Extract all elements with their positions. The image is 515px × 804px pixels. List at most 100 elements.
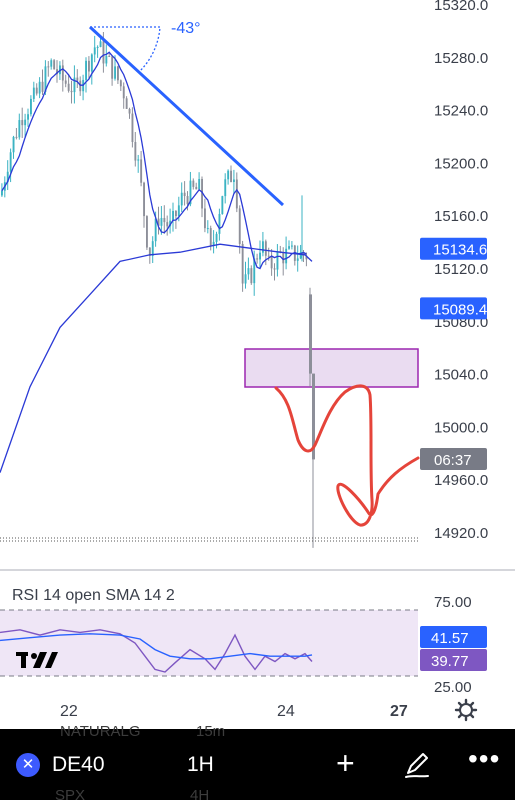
candle-body xyxy=(160,217,163,226)
candle-body xyxy=(227,170,230,180)
candle-body xyxy=(146,216,148,248)
candle-body xyxy=(79,80,82,92)
price-axis-labels[interactable]: 15320.0 15280.0 15240.0 15200.0 15160.0 15120… xyxy=(434,0,488,542)
bottom-toolbar: NATURALG 15m SPX 4H ✕ DE40 1H + ••• xyxy=(0,723,515,804)
candle-body xyxy=(154,218,157,242)
candle-body xyxy=(201,178,203,209)
candle-body xyxy=(108,55,111,57)
candle-body xyxy=(204,208,206,229)
candle-body xyxy=(88,60,90,72)
candle-body xyxy=(117,66,119,81)
candle-body xyxy=(247,268,250,275)
rsi-tags: 41.57 39.77 xyxy=(420,626,487,671)
candle-body xyxy=(70,90,73,93)
candle-body xyxy=(140,159,143,183)
price-tag-label: 06:37 xyxy=(434,452,472,469)
rsi-level-upper-label: 75.00 xyxy=(434,594,472,611)
candle-body xyxy=(259,252,261,260)
candle-body xyxy=(305,255,308,260)
candle-body xyxy=(270,256,273,269)
descending-trendline[interactable] xyxy=(88,25,285,207)
candle-body xyxy=(256,258,259,260)
trend-angle-arc xyxy=(90,26,161,73)
fast-moving-average-line xyxy=(1,51,307,270)
symbol-label: DE40 xyxy=(52,753,105,776)
red-hand-drawing[interactable] xyxy=(274,384,420,527)
candle-body xyxy=(253,258,256,284)
candle-body xyxy=(93,47,96,55)
candle-body xyxy=(128,108,131,114)
candle-body xyxy=(180,192,183,206)
more-options-icon[interactable]: ••• xyxy=(468,743,501,774)
candle-body xyxy=(47,66,50,68)
candle-body xyxy=(175,210,177,217)
candle-body xyxy=(9,152,12,172)
price-tag-box xyxy=(420,297,487,320)
ghost-interval-1: 15m xyxy=(196,723,226,740)
interval-button[interactable]: 1H xyxy=(187,753,214,776)
candle-body xyxy=(12,136,15,153)
candle-body xyxy=(212,241,215,246)
candle-body xyxy=(18,120,21,138)
candle-body xyxy=(30,98,32,115)
candle-body xyxy=(262,241,264,253)
price-tag-box xyxy=(420,237,487,260)
candle-body xyxy=(6,171,9,183)
candle-body xyxy=(177,205,180,217)
candle-body xyxy=(50,60,53,67)
y-tick-label: 14960.0 xyxy=(434,472,488,489)
rsi-indicator-title[interactable]: RSI 14 open SMA 14 2 xyxy=(12,587,175,604)
trend-angle-label: -43° xyxy=(171,20,201,37)
candle-body xyxy=(250,268,253,284)
rsi-panel[interactable]: RSI 14 open SMA 14 2 75.00 25.00 41.57 39… xyxy=(0,587,487,696)
rsi-sma-line xyxy=(0,633,313,660)
exchange-icon: ✕ xyxy=(16,753,40,777)
candle-body xyxy=(224,179,227,197)
candle-body xyxy=(44,66,47,92)
y-tick-label: 14920.0 xyxy=(434,525,488,542)
gear-icon[interactable] xyxy=(454,698,478,722)
plus-icon[interactable]: + xyxy=(336,745,355,781)
candle-body xyxy=(195,186,198,190)
candle-body xyxy=(125,98,128,109)
candle-body xyxy=(299,252,302,259)
price-panel[interactable]: -43° 15320.0 15280.0 15240.0 15200.0 15160.0… xyxy=(0,0,488,548)
candle-body xyxy=(215,233,218,242)
candle-body xyxy=(189,180,192,205)
candle-body xyxy=(183,192,186,197)
candle-body xyxy=(172,210,174,221)
candle-body xyxy=(151,241,154,256)
candle-body xyxy=(218,213,221,234)
candle-body xyxy=(96,46,99,48)
candle-body xyxy=(163,217,166,223)
price-zone[interactable] xyxy=(244,348,419,388)
candle-body xyxy=(244,274,247,284)
candle-body xyxy=(119,80,122,87)
candle-body xyxy=(61,65,64,81)
rsi-tag-box xyxy=(420,649,487,671)
candle-body xyxy=(73,77,76,93)
y-tick-label: 15000.0 xyxy=(434,419,488,436)
candle-body xyxy=(27,114,29,120)
pen-icon[interactable] xyxy=(402,749,432,779)
candle-body xyxy=(302,252,305,256)
candle-body xyxy=(238,208,241,244)
candle-body xyxy=(296,258,299,261)
candle-body xyxy=(99,41,102,47)
ghost-symbol-1: NATURALG xyxy=(60,723,141,740)
candle-body xyxy=(67,83,70,91)
candle-body xyxy=(38,81,41,94)
candle-body xyxy=(105,55,108,64)
candle-body xyxy=(21,120,24,126)
candle-body xyxy=(221,196,224,214)
candle-body xyxy=(122,86,125,99)
candle-body xyxy=(267,255,270,257)
candle-body xyxy=(24,119,27,126)
candle-body xyxy=(76,77,79,81)
candle-body xyxy=(111,56,114,79)
x-tick-27: 27 xyxy=(390,703,408,720)
candle-body xyxy=(235,179,238,209)
y-tick-label: 15320.0 xyxy=(434,0,488,14)
candle-body xyxy=(186,196,189,205)
